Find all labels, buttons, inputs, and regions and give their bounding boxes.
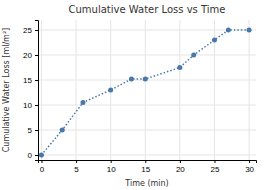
x-axis-title: Time (min): [124, 179, 168, 188]
point: [60, 128, 65, 133]
tick-mark: [76, 160, 77, 163]
tick-label: 0: [40, 165, 45, 174]
series: [39, 28, 252, 158]
tick-label: 20: [176, 165, 185, 174]
tick-mark: [35, 30, 38, 31]
point: [80, 100, 85, 105]
chart: 0 5 10 15 20 25 30 0 5 10 15 20 25 Cumulative Water L…: [0, 0, 266, 190]
y-axis-title: Cumulative Water Loss [ml/m²]: [2, 28, 11, 152]
grid-line: [38, 105, 256, 106]
tick-mark: [35, 105, 38, 106]
tick-mark: [41, 160, 42, 163]
axis-line: [39, 161, 257, 164]
grid-line: [38, 155, 256, 156]
point: [226, 28, 231, 33]
point: [108, 88, 113, 93]
tick-label: 25: [23, 26, 32, 35]
tick-label: 5: [28, 126, 33, 135]
grid-line: [249, 20, 250, 160]
tick-mark: [35, 55, 38, 56]
tick-mark: [180, 160, 181, 163]
tick-label: 15: [23, 76, 32, 85]
grid-line: [38, 130, 256, 131]
tick-label: 20: [23, 51, 32, 60]
y-axis: 0 5 10 15 20 25: [23, 21, 38, 161]
tick: 30: [245, 160, 254, 174]
point: [39, 153, 44, 158]
tick-mark: [35, 80, 38, 81]
tick: 20: [23, 51, 38, 60]
grid-line: [38, 30, 256, 31]
tick-label: 10: [107, 165, 116, 174]
tick: 10: [107, 160, 116, 174]
tick: 10: [23, 101, 38, 110]
grid-line: [38, 55, 256, 56]
tick: 0: [28, 151, 38, 160]
grid-line: [179, 20, 180, 160]
point: [129, 77, 134, 82]
point: [212, 38, 217, 43]
tick-mark: [214, 160, 215, 163]
tick: 0: [40, 160, 45, 174]
grid-line: [76, 20, 77, 160]
tick-mark: [35, 130, 38, 131]
tick: 5: [74, 160, 79, 174]
line: [41, 30, 249, 155]
tick-mark: [145, 160, 146, 163]
tick-label: 30: [245, 165, 254, 174]
grid-line: [41, 20, 42, 160]
point: [247, 28, 252, 33]
tick: 5: [28, 126, 38, 135]
tick-mark: [111, 160, 112, 163]
axis-line: [35, 21, 39, 161]
tick-label: 15: [141, 165, 150, 174]
plot-area: 0 5 10 15 20 25 30 0 5 10 15 20 25: [23, 20, 256, 174]
tick-label: 10: [23, 101, 32, 110]
grid-line: [145, 20, 146, 160]
point: [177, 65, 182, 70]
tick: 15: [141, 160, 150, 174]
tick-label: 5: [74, 165, 79, 174]
tick: 15: [23, 76, 38, 85]
tick-mark: [249, 160, 250, 163]
tick: 20: [176, 160, 185, 174]
tick: 25: [23, 26, 38, 35]
point: [143, 77, 148, 82]
title: Cumulative Water Loss vs Time: [69, 4, 226, 15]
tick-label: 25: [211, 165, 220, 174]
tick-mark: [35, 155, 38, 156]
grid: [38, 20, 256, 160]
tick-label: 0: [28, 151, 33, 160]
point: [191, 53, 196, 58]
tick: 25: [211, 160, 220, 174]
x-axis: 0 5 10 15 20 25 30: [39, 160, 257, 174]
